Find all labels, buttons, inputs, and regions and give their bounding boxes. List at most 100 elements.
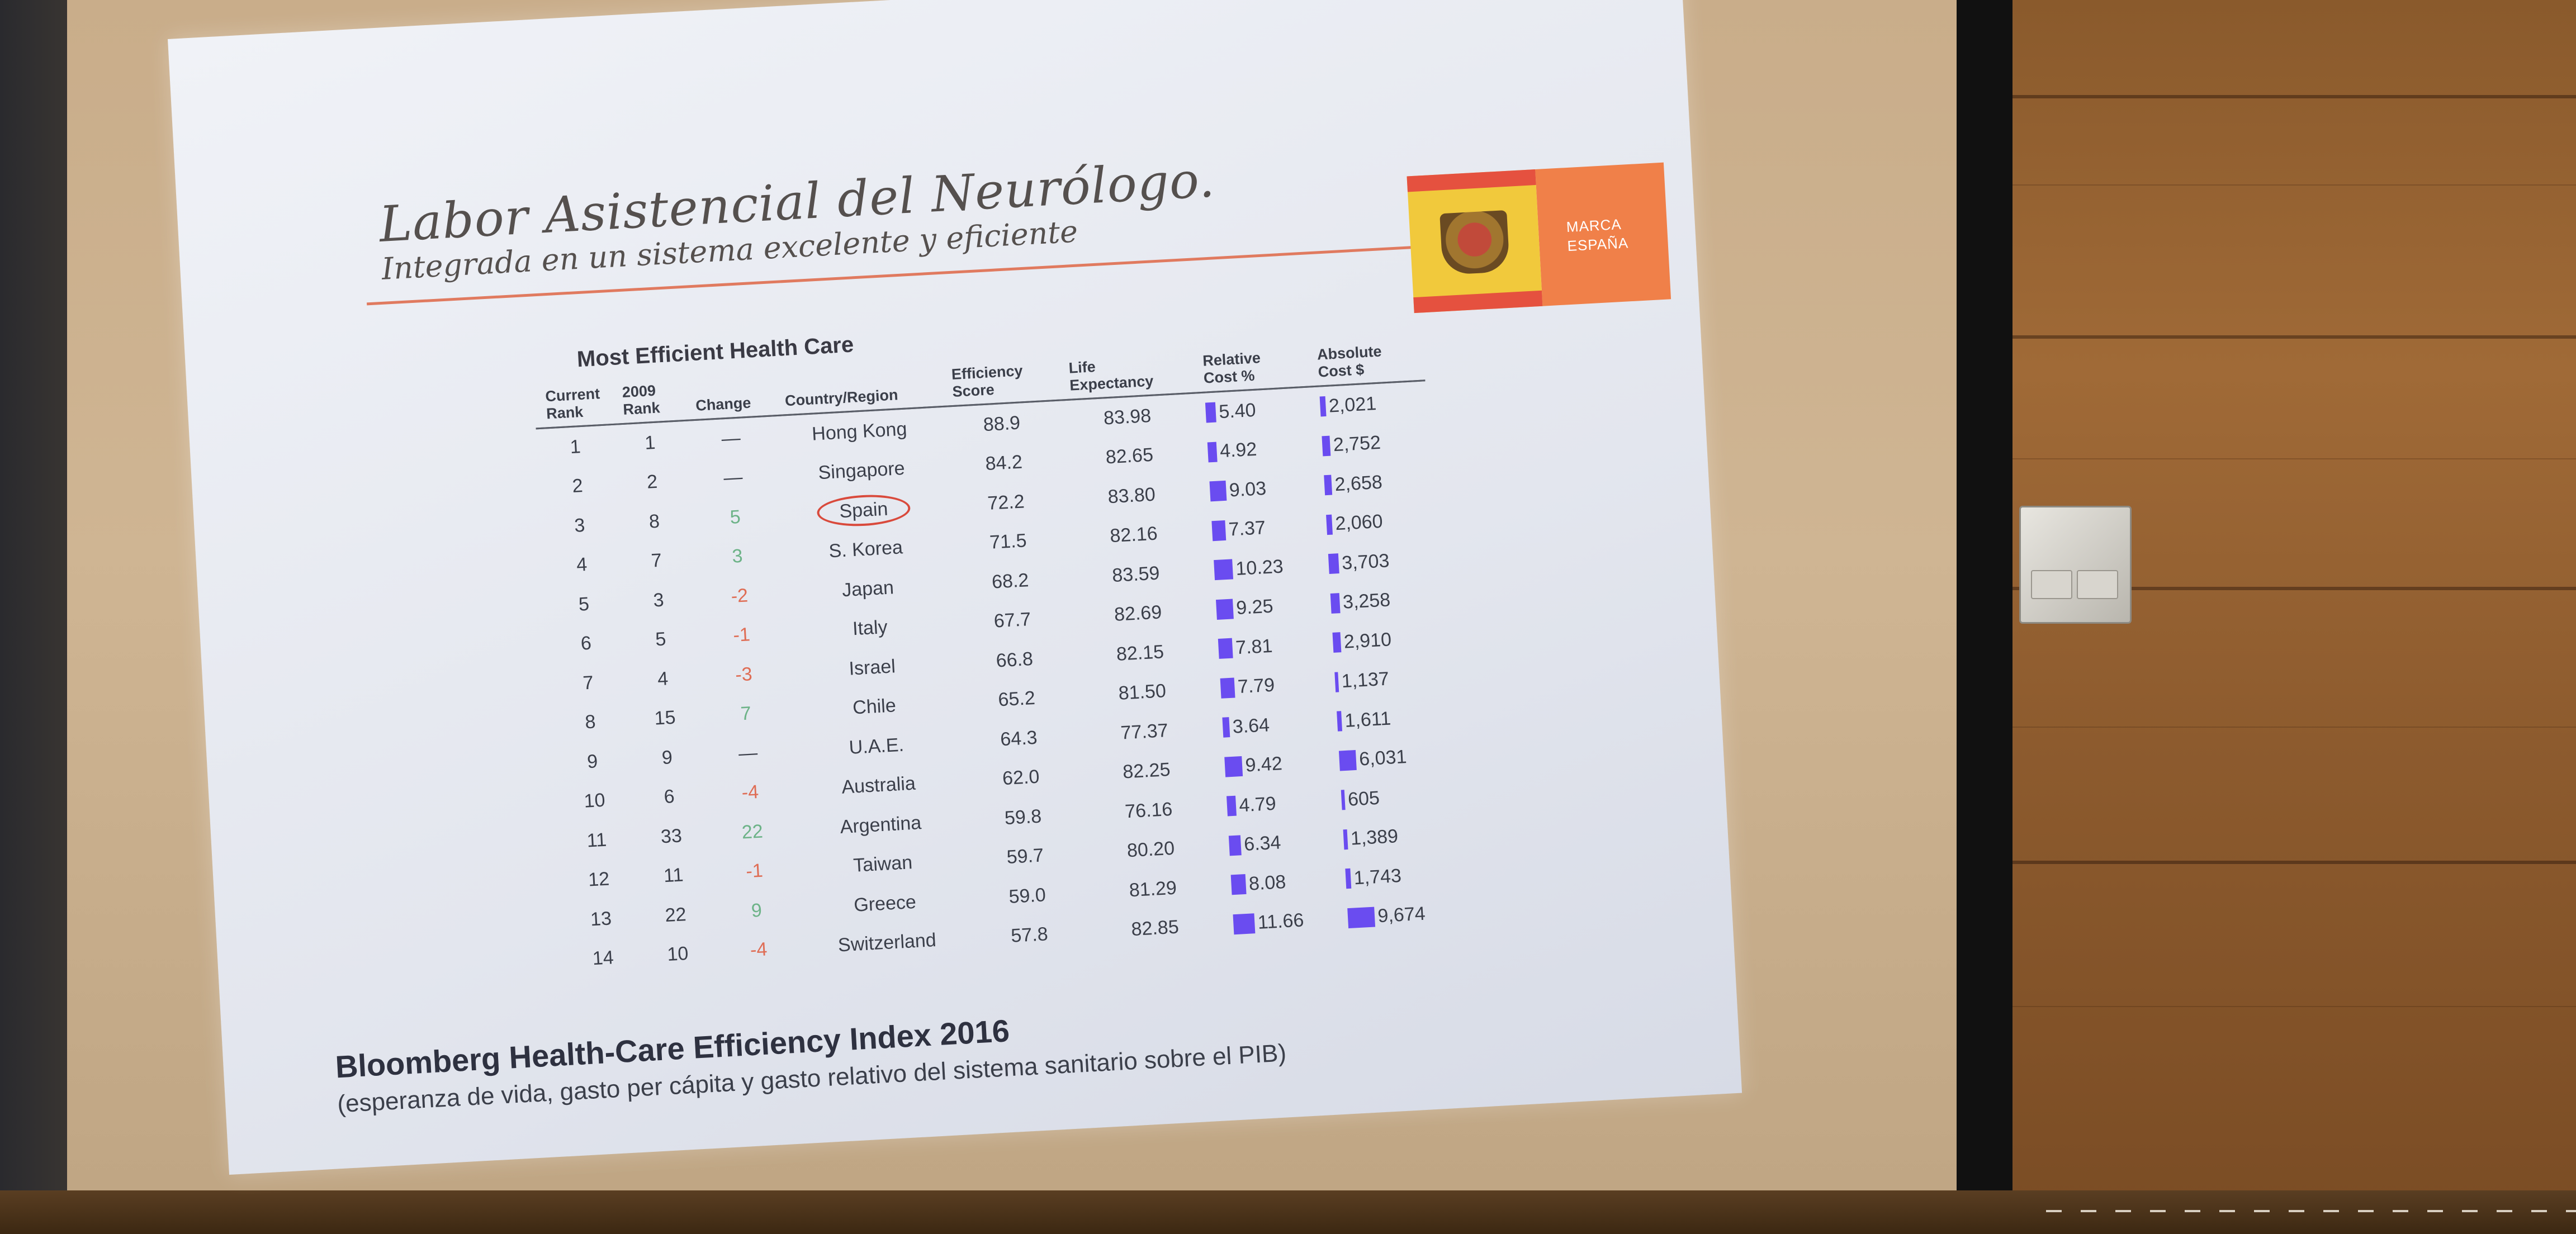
country-name: Italy [852,616,888,640]
cell-absolute-cost-value: 3,258 [1342,589,1391,614]
cell-relative-cost: 3.64 [1210,703,1327,748]
cell-absolute-cost-value: 605 [1347,787,1380,810]
cell-life-expectancy: 82.65 [1105,444,1154,468]
cell-absolute-cost-bar [1323,474,1332,496]
cell-absolute-cost-value: 2,910 [1343,628,1392,653]
cell-2009-rank: 4 [657,668,669,690]
cell-life-expectancy: 77.37 [1120,719,1169,744]
cell-efficiency: 68.2 [991,569,1030,593]
cell-life-expectancy: 82.85 [1130,916,1180,941]
cell-absolute-cost-value: 2,752 [1332,431,1381,456]
cell-current-rank: 4 [576,554,588,576]
wood-seam [2012,587,2576,590]
cell-life-expectancy: 82.15 [1115,641,1164,665]
cell-absolute-cost-value: 1,611 [1344,708,1392,732]
cell-current-rank: 2 [571,475,584,497]
cell-2009-rank: 8 [648,510,660,533]
cell-change: — [723,466,744,489]
cell-2009-rank: 22 [664,903,687,926]
cell-efficiency: 67.7 [993,609,1032,632]
floor-dash [2323,1210,2339,1212]
coat-of-arms-icon [1439,210,1510,276]
spain-flag [1407,169,1543,314]
cell-current-rank: 1 [569,435,581,458]
cell-change: -1 [745,860,764,882]
cell-relative-cost: 7.37 [1200,506,1317,551]
flag-band [1413,290,1543,314]
cell-2009-rank: 10 [666,943,689,966]
cell-relative-cost-value: 9.42 [1244,753,1283,776]
cell-relative-cost: 7.79 [1208,663,1325,708]
cell-absolute-cost-bar [1341,790,1346,810]
brand-block: MARCA ESPAÑA [1535,162,1671,306]
cell-absolute-cost: 3,258 [1318,578,1438,624]
cell-2009-rank: 7 [650,549,662,572]
cell-current-rank: 7 [582,672,594,694]
cell-absolute-cost: 2,752 [1310,421,1429,467]
cell-absolute-cost-bar [1330,592,1341,614]
cell-current-rank: 6 [580,632,592,654]
cell-current-rank: 8 [584,711,596,733]
cell-absolute-cost-bar [1328,553,1339,575]
cell-change: 3 [731,545,744,567]
cell-change: 22 [741,820,764,843]
cell-life-expectancy: 82.16 [1109,523,1158,547]
cell-absolute-cost-value: 9,674 [1377,903,1426,927]
cell-2009-rank: 15 [654,706,676,729]
floor-dash [2185,1210,2200,1212]
header-change: Change [683,376,775,421]
floor-dash [2497,1210,2512,1212]
cell-absolute-cost: 2,658 [1312,460,1432,506]
floor-dash [2115,1210,2131,1212]
cell-2009-rank: 1 [644,431,656,454]
cell-relative-cost-bar [1226,795,1237,817]
cell-2009-rank: 3 [652,589,665,611]
floor-dash [2254,1210,2270,1212]
wood-grain [2012,727,2576,728]
wall-outlet [2019,506,2132,624]
header-life-expectancy: Life Expectancy [1057,353,1194,401]
cell-relative-cost: 4.79 [1215,781,1332,827]
cell-absolute-cost-bar [1344,868,1351,889]
cell-2009-rank: 6 [663,786,675,808]
cell-absolute-cost: 1,389 [1331,814,1451,860]
cell-change: -2 [730,585,749,607]
cell-efficiency: 59.7 [1006,844,1044,868]
cell-current-rank: 5 [578,593,590,615]
cell-relative-cost: 4.92 [1195,427,1312,472]
cell-relative-cost-value: 7.37 [1228,517,1266,540]
cell-absolute-cost-bar [1338,749,1357,771]
header-current-rank: Current Rank [533,385,613,429]
cell-absolute-cost: 1,611 [1325,696,1445,742]
cell-relative-cost-value: 7.81 [1235,635,1273,659]
wood-grain [2012,458,2576,459]
table-title: Most Efficient Health Care [576,332,855,372]
cell-absolute-cost: 3,703 [1316,539,1436,585]
cell-absolute-cost-bar [1343,829,1348,850]
cell-relative-cost-value: 8.08 [1248,871,1287,895]
floor-dash [2427,1210,2443,1212]
cell-efficiency: 64.3 [1000,727,1038,751]
cell-relative-cost-bar [1232,913,1255,934]
cell-2009-rank: 5 [655,628,667,651]
cell-current-rank: 9 [586,751,599,773]
cell-relative-cost: 9.42 [1213,742,1329,787]
cell-current-rank: 10 [583,789,606,812]
cell-life-expectancy: 80.20 [1126,838,1176,862]
cell-relative-cost: 9.03 [1197,466,1314,511]
wood-seam [2012,335,2576,339]
cell-relative-cost: 11.66 [1221,899,1338,945]
country-name: Taiwan [853,852,913,877]
cell-absolute-cost: 1,743 [1333,853,1453,899]
country-name: Chile [852,695,897,719]
cell-efficiency: 57.8 [1010,923,1049,947]
cell-relative-cost: 8.08 [1219,860,1336,905]
country-name: Singapore [817,458,906,484]
country-name: S. Korea [828,537,903,562]
cell-relative-cost: 6.34 [1216,820,1333,866]
cell-absolute-cost-value: 2,060 [1334,511,1384,535]
cell-life-expectancy: 83.98 [1103,405,1152,429]
cell-absolute-cost-bar [1332,632,1341,653]
floor-dash [2046,1210,2062,1212]
cell-efficiency: 66.8 [995,648,1034,672]
